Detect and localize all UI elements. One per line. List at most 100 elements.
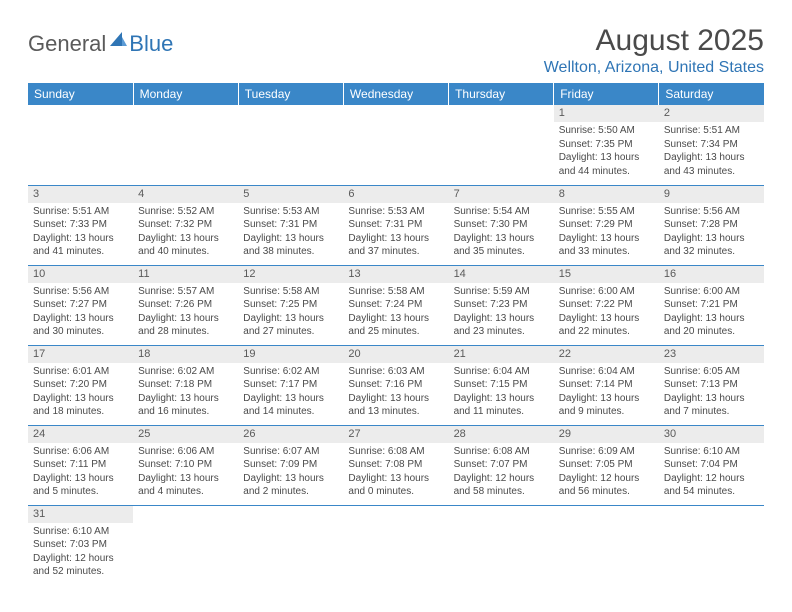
day-number: 20 — [343, 346, 448, 363]
day-details: Sunrise: 6:03 AMSunset: 7:16 PMDaylight:… — [343, 363, 448, 423]
page: General Blue August 2025 Wellton, Arizon… — [0, 0, 792, 609]
calendar-day-cell: 17Sunrise: 6:01 AMSunset: 7:20 PMDayligh… — [28, 345, 133, 425]
daylight-text: Daylight: 12 hours and 52 minutes. — [33, 552, 128, 579]
day-details: Sunrise: 5:56 AMSunset: 7:28 PMDaylight:… — [659, 203, 764, 263]
sunset-text: Sunset: 7:32 PM — [138, 218, 233, 232]
calendar-day-cell: 14Sunrise: 5:59 AMSunset: 7:23 PMDayligh… — [449, 265, 554, 345]
sunset-text: Sunset: 7:10 PM — [138, 458, 233, 472]
sunset-text: Sunset: 7:08 PM — [348, 458, 443, 472]
weekday-header: Saturday — [659, 83, 764, 105]
sunrise-text: Sunrise: 5:54 AM — [454, 205, 549, 219]
day-details: Sunrise: 5:51 AMSunset: 7:34 PMDaylight:… — [659, 122, 764, 182]
calendar-day-cell: 24Sunrise: 6:06 AMSunset: 7:11 PMDayligh… — [28, 425, 133, 505]
day-details: Sunrise: 6:02 AMSunset: 7:18 PMDaylight:… — [133, 363, 238, 423]
day-details: Sunrise: 5:52 AMSunset: 7:32 PMDaylight:… — [133, 203, 238, 263]
calendar-day-cell: 31Sunrise: 6:10 AMSunset: 7:03 PMDayligh… — [28, 505, 133, 585]
day-details: Sunrise: 6:02 AMSunset: 7:17 PMDaylight:… — [238, 363, 343, 423]
day-details: Sunrise: 5:51 AMSunset: 7:33 PMDaylight:… — [28, 203, 133, 263]
sunset-text: Sunset: 7:17 PM — [243, 378, 338, 392]
calendar-week-row: 24Sunrise: 6:06 AMSunset: 7:11 PMDayligh… — [28, 425, 764, 505]
day-details: Sunrise: 6:05 AMSunset: 7:13 PMDaylight:… — [659, 363, 764, 423]
daylight-text: Daylight: 13 hours and 44 minutes. — [559, 151, 654, 178]
day-details: Sunrise: 6:00 AMSunset: 7:22 PMDaylight:… — [554, 283, 659, 343]
calendar-empty-cell — [238, 505, 343, 585]
sunset-text: Sunset: 7:07 PM — [454, 458, 549, 472]
calendar-empty-cell — [343, 505, 448, 585]
sunset-text: Sunset: 7:15 PM — [454, 378, 549, 392]
calendar-day-cell: 27Sunrise: 6:08 AMSunset: 7:08 PMDayligh… — [343, 425, 448, 505]
sunset-text: Sunset: 7:24 PM — [348, 298, 443, 312]
daylight-text: Daylight: 13 hours and 5 minutes. — [33, 472, 128, 499]
daylight-text: Daylight: 13 hours and 38 minutes. — [243, 232, 338, 259]
sunrise-text: Sunrise: 5:58 AM — [243, 285, 338, 299]
daylight-text: Daylight: 13 hours and 4 minutes. — [138, 472, 233, 499]
title-block: August 2025 Wellton, Arizona, United Sta… — [544, 24, 764, 77]
calendar-day-cell: 20Sunrise: 6:03 AMSunset: 7:16 PMDayligh… — [343, 345, 448, 425]
calendar-empty-cell — [28, 105, 133, 185]
calendar-day-cell: 1Sunrise: 5:50 AMSunset: 7:35 PMDaylight… — [554, 105, 659, 185]
day-number: 27 — [343, 426, 448, 443]
daylight-text: Daylight: 13 hours and 22 minutes. — [559, 312, 654, 339]
daylight-text: Daylight: 12 hours and 56 minutes. — [559, 472, 654, 499]
daylight-text: Daylight: 13 hours and 11 minutes. — [454, 392, 549, 419]
sail-icon — [108, 30, 128, 50]
sunset-text: Sunset: 7:30 PM — [454, 218, 549, 232]
calendar-empty-cell — [133, 505, 238, 585]
sunrise-text: Sunrise: 6:00 AM — [559, 285, 654, 299]
month-title: August 2025 — [544, 24, 764, 57]
sunset-text: Sunset: 7:22 PM — [559, 298, 654, 312]
sunset-text: Sunset: 7:25 PM — [243, 298, 338, 312]
calendar-day-cell: 19Sunrise: 6:02 AMSunset: 7:17 PMDayligh… — [238, 345, 343, 425]
sunrise-text: Sunrise: 5:56 AM — [33, 285, 128, 299]
day-number: 16 — [659, 266, 764, 283]
day-number: 9 — [659, 186, 764, 203]
daylight-text: Daylight: 13 hours and 9 minutes. — [559, 392, 654, 419]
day-number: 30 — [659, 426, 764, 443]
day-details: Sunrise: 6:07 AMSunset: 7:09 PMDaylight:… — [238, 443, 343, 503]
sunset-text: Sunset: 7:35 PM — [559, 138, 654, 152]
day-details: Sunrise: 5:57 AMSunset: 7:26 PMDaylight:… — [133, 283, 238, 343]
daylight-text: Daylight: 13 hours and 28 minutes. — [138, 312, 233, 339]
daylight-text: Daylight: 13 hours and 7 minutes. — [664, 392, 759, 419]
day-details: Sunrise: 5:58 AMSunset: 7:24 PMDaylight:… — [343, 283, 448, 343]
calendar-day-cell: 16Sunrise: 6:00 AMSunset: 7:21 PMDayligh… — [659, 265, 764, 345]
calendar-week-row: 10Sunrise: 5:56 AMSunset: 7:27 PMDayligh… — [28, 265, 764, 345]
calendar-day-cell: 12Sunrise: 5:58 AMSunset: 7:25 PMDayligh… — [238, 265, 343, 345]
day-number: 23 — [659, 346, 764, 363]
daylight-text: Daylight: 13 hours and 0 minutes. — [348, 472, 443, 499]
sunrise-text: Sunrise: 5:51 AM — [33, 205, 128, 219]
calendar-day-cell: 18Sunrise: 6:02 AMSunset: 7:18 PMDayligh… — [133, 345, 238, 425]
daylight-text: Daylight: 13 hours and 33 minutes. — [559, 232, 654, 259]
calendar-day-cell: 28Sunrise: 6:08 AMSunset: 7:07 PMDayligh… — [449, 425, 554, 505]
day-number: 17 — [28, 346, 133, 363]
sunrise-text: Sunrise: 5:51 AM — [664, 124, 759, 138]
day-details: Sunrise: 5:53 AMSunset: 7:31 PMDaylight:… — [238, 203, 343, 263]
sunrise-text: Sunrise: 5:59 AM — [454, 285, 549, 299]
day-details: Sunrise: 5:55 AMSunset: 7:29 PMDaylight:… — [554, 203, 659, 263]
day-details: Sunrise: 5:53 AMSunset: 7:31 PMDaylight:… — [343, 203, 448, 263]
calendar-empty-cell — [659, 505, 764, 585]
daylight-text: Daylight: 13 hours and 13 minutes. — [348, 392, 443, 419]
day-details: Sunrise: 6:10 AMSunset: 7:03 PMDaylight:… — [28, 523, 133, 583]
daylight-text: Daylight: 13 hours and 20 minutes. — [664, 312, 759, 339]
day-number: 2 — [659, 105, 764, 122]
logo-text-general: General — [28, 31, 106, 57]
weekday-header: Friday — [554, 83, 659, 105]
daylight-text: Daylight: 13 hours and 14 minutes. — [243, 392, 338, 419]
day-number: 31 — [28, 506, 133, 523]
calendar-day-cell: 11Sunrise: 5:57 AMSunset: 7:26 PMDayligh… — [133, 265, 238, 345]
day-details: Sunrise: 5:50 AMSunset: 7:35 PMDaylight:… — [554, 122, 659, 182]
sunrise-text: Sunrise: 5:57 AM — [138, 285, 233, 299]
calendar-day-cell: 30Sunrise: 6:10 AMSunset: 7:04 PMDayligh… — [659, 425, 764, 505]
sunrise-text: Sunrise: 6:04 AM — [454, 365, 549, 379]
daylight-text: Daylight: 13 hours and 37 minutes. — [348, 232, 443, 259]
sunrise-text: Sunrise: 6:03 AM — [348, 365, 443, 379]
calendar-day-cell: 25Sunrise: 6:06 AMSunset: 7:10 PMDayligh… — [133, 425, 238, 505]
day-number: 8 — [554, 186, 659, 203]
calendar-empty-cell — [449, 505, 554, 585]
calendar-day-cell: 21Sunrise: 6:04 AMSunset: 7:15 PMDayligh… — [449, 345, 554, 425]
calendar-empty-cell — [343, 105, 448, 185]
sunset-text: Sunset: 7:18 PM — [138, 378, 233, 392]
calendar-day-cell: 13Sunrise: 5:58 AMSunset: 7:24 PMDayligh… — [343, 265, 448, 345]
sunrise-text: Sunrise: 5:53 AM — [243, 205, 338, 219]
